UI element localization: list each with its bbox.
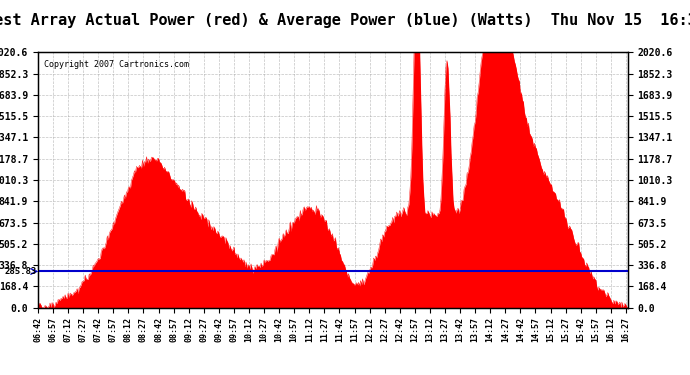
Text: Copyright 2007 Cartronics.com: Copyright 2007 Cartronics.com [44,60,189,69]
Text: West Array Actual Power (red) & Average Power (blue) (Watts)  Thu Nov 15  16:31: West Array Actual Power (red) & Average … [0,13,690,28]
Text: 285.83: 285.83 [5,267,37,276]
